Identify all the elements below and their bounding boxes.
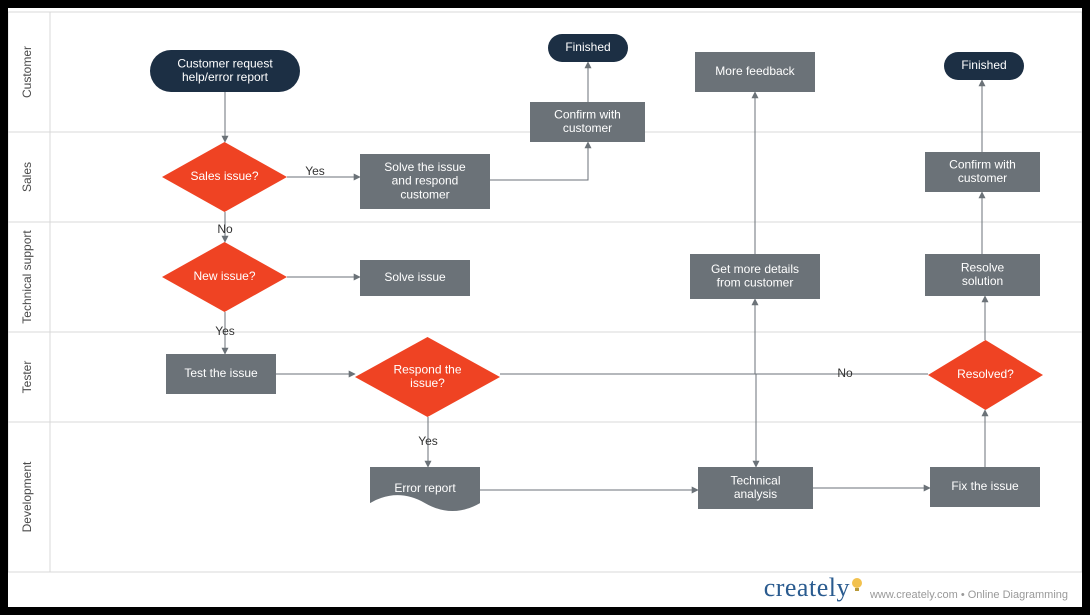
svg-text:Technical: Technical (730, 473, 780, 487)
bulb-icon (850, 576, 864, 594)
svg-text:solution: solution (962, 274, 1003, 288)
svg-text:Sales issue?: Sales issue? (190, 169, 258, 183)
svg-text:and respond: and respond (392, 174, 459, 188)
svg-text:Error report: Error report (394, 481, 456, 495)
node-confirm2: Confirm withcustomer (925, 152, 1040, 192)
svg-text:Test the issue: Test the issue (184, 366, 258, 380)
svg-text:Resolved?: Resolved? (957, 367, 1014, 381)
svg-text:analysis: analysis (734, 487, 777, 501)
node-solve_respond: Solve the issueand respondcustomer (360, 154, 490, 209)
edge-label: Yes (305, 164, 325, 178)
node-resolve: Resolvesolution (925, 254, 1040, 296)
brand-name: creately (764, 573, 850, 602)
swimlane-flowchart: Customer Sales Technical support Tester Deve… (8, 8, 1082, 607)
node-resolvedq: Resolved? (928, 340, 1043, 410)
edge-solve_respond-confirm1 (490, 142, 588, 180)
svg-text:issue?: issue? (410, 376, 445, 390)
svg-text:Confirm with: Confirm with (949, 157, 1016, 171)
svg-text:More feedback: More feedback (715, 64, 795, 78)
node-errrep: Error report (370, 467, 480, 511)
svg-text:Development: Development (20, 461, 34, 532)
svg-text:Get more details: Get more details (711, 262, 799, 276)
node-techan: Technicalanalysis (698, 467, 813, 509)
svg-text:Confirm with: Confirm with (554, 107, 621, 121)
svg-text:Respond the: Respond the (393, 362, 461, 376)
footer: creately www.creately.com • Online Diagr… (764, 575, 1068, 601)
node-fix: Fix the issue (930, 467, 1040, 507)
node-confirm1: Confirm withcustomer (530, 102, 645, 142)
svg-text:Technical support: Technical support (20, 230, 34, 324)
svg-text:from customer: from customer (717, 276, 794, 290)
diagram-frame: Customer Sales Technical support Tester Deve… (8, 8, 1082, 607)
svg-text:Finished: Finished (961, 58, 1006, 72)
svg-text:Fix the issue: Fix the issue (951, 479, 1019, 493)
edge-respondq-getmore (500, 299, 755, 374)
nodes: Customer requesthelp/error report Finishe… (150, 34, 1043, 511)
svg-text:New issue?: New issue? (193, 269, 255, 283)
svg-text:Tester: Tester (20, 361, 34, 394)
brand-logo: creately (764, 575, 864, 601)
edge-label: Yes (418, 434, 438, 448)
node-morefb: More feedback (695, 52, 815, 92)
node-test: Test the issue (166, 354, 276, 394)
edge-resolvedq-techan (756, 374, 928, 467)
node-getmore: Get more detailsfrom customer (690, 254, 820, 299)
footer-tagline: www.creately.com • Online Diagramming (870, 589, 1068, 601)
edge-label: No (217, 222, 233, 236)
svg-text:help/error report: help/error report (182, 70, 269, 84)
svg-text:Solve the issue: Solve the issue (384, 160, 466, 174)
svg-text:customer: customer (563, 121, 612, 135)
svg-text:Solve issue: Solve issue (384, 270, 446, 284)
node-newq: New issue? (162, 242, 287, 312)
node-solve: Solve issue (360, 260, 470, 296)
node-finished2: Finished (944, 52, 1024, 80)
edge-label: No (837, 366, 853, 380)
svg-text:Customer: Customer (20, 46, 34, 98)
svg-text:Resolve: Resolve (961, 260, 1005, 274)
edge-label: Yes (215, 324, 235, 338)
node-start: Customer requesthelp/error report (150, 50, 300, 92)
svg-text:customer: customer (958, 171, 1007, 185)
node-finished1: Finished (548, 34, 628, 62)
svg-text:Customer request: Customer request (177, 56, 273, 70)
svg-text:customer: customer (400, 187, 449, 201)
node-respondq: Respond theissue? (355, 337, 500, 417)
svg-text:Sales: Sales (20, 162, 34, 192)
node-salesq: Sales issue? (162, 142, 287, 212)
svg-text:Finished: Finished (565, 40, 610, 54)
